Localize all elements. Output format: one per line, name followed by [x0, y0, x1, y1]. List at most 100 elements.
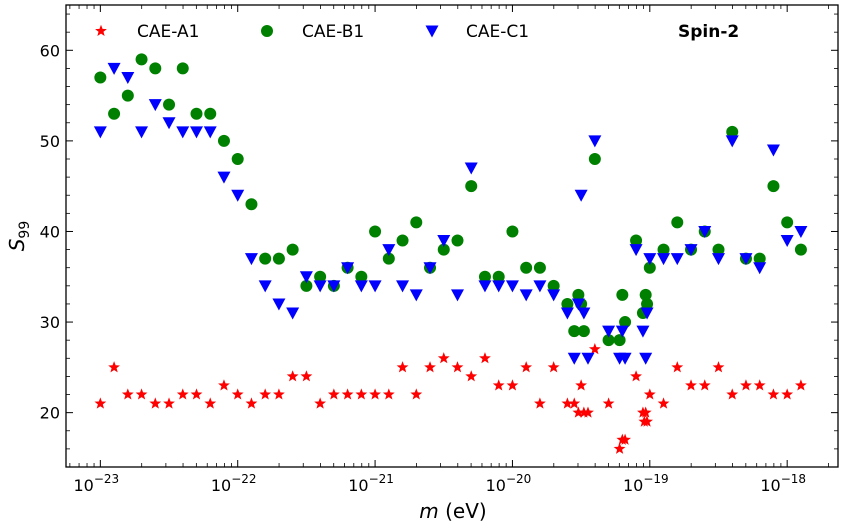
point-b1 [108, 107, 121, 120]
point-c1 [162, 117, 176, 130]
point-b1 [577, 325, 590, 338]
point-c1 [354, 280, 368, 293]
legend-entry-a1: CAE-A1 [137, 22, 199, 42]
point-c1 [639, 352, 653, 365]
point-c1 [684, 244, 698, 257]
point-c1 [574, 189, 588, 202]
point-a1 [286, 370, 299, 382]
point-a1 [561, 397, 574, 409]
point-a1 [767, 388, 780, 400]
point-b1 [300, 279, 313, 292]
point-c1 [636, 325, 650, 338]
point-c1 [670, 253, 684, 266]
point-c1 [492, 280, 506, 293]
point-c1 [396, 280, 410, 293]
point-a1 [582, 406, 594, 418]
point-a1 [273, 388, 285, 400]
x-tick-label: 10−20 [486, 472, 532, 495]
legend-label-b1: CAE-B1 [302, 22, 364, 42]
y-tick-label: 40 [40, 222, 60, 241]
x-tick-exponent: −20 [506, 472, 531, 486]
x-tick-exponent: −23 [94, 472, 119, 486]
point-b1 [272, 252, 285, 265]
y-axis-label: S99 [5, 221, 33, 252]
point-a1 [613, 442, 626, 454]
point-c1 [780, 235, 794, 248]
series-b1 [94, 53, 807, 347]
point-c1 [519, 289, 533, 302]
point-b1 [671, 216, 684, 229]
point-a1 [121, 388, 134, 400]
point-c1 [368, 280, 382, 293]
spin-annotation: Spin-2 [678, 22, 739, 42]
point-c1 [640, 307, 654, 320]
point-a1 [492, 379, 505, 391]
legend-label-c1: CAE-C1 [466, 22, 529, 42]
point-b1 [478, 270, 491, 283]
point-a1 [424, 361, 436, 373]
x-tick-base: 10 [73, 476, 93, 495]
x-tick-exponent: −22 [231, 472, 256, 486]
point-b1 [355, 270, 368, 283]
point-b1 [726, 125, 739, 138]
point-c1 [567, 352, 581, 365]
point-c1 [547, 289, 561, 302]
point-c1 [286, 307, 300, 320]
point-a1 [451, 361, 464, 373]
point-b1 [753, 252, 766, 265]
point-a1 [726, 388, 739, 400]
point-b1 [561, 297, 574, 310]
x-axis-unit: (eV) [439, 499, 487, 523]
x-tick-label: 10−19 [623, 472, 669, 495]
point-c1 [464, 162, 478, 175]
point-c1 [231, 189, 245, 202]
point-b1 [149, 62, 162, 75]
point-b1 [314, 270, 327, 283]
point-b1 [568, 325, 581, 338]
x-tick-base: 10 [348, 476, 368, 495]
point-c1 [135, 126, 149, 139]
point-a1 [437, 352, 450, 364]
point-a1 [685, 379, 697, 391]
point-a1 [231, 388, 244, 400]
x-tick-exponent: −18 [781, 472, 806, 486]
point-a1 [149, 397, 162, 409]
point-b1 [176, 62, 189, 75]
point-a1 [135, 388, 148, 400]
x-axis-symbol: m [419, 499, 438, 523]
point-b1 [135, 53, 148, 66]
point-b1 [492, 270, 505, 283]
point-a1 [314, 397, 327, 409]
point-b1 [616, 288, 629, 301]
point-b1 [588, 153, 601, 165]
point-a1 [94, 397, 107, 409]
point-c1 [313, 280, 327, 293]
point-b1 [641, 297, 654, 310]
point-c1 [766, 144, 780, 157]
point-b1 [767, 180, 780, 193]
point-b1 [231, 153, 244, 165]
point-b1 [259, 252, 272, 265]
point-b1 [794, 243, 807, 256]
point-c1 [189, 126, 203, 139]
x-tick-label: 10−22 [211, 472, 257, 495]
point-c1 [107, 62, 121, 75]
point-c1 [560, 307, 574, 320]
point-b1 [613, 334, 626, 347]
point-b1 [286, 243, 299, 256]
point-a1 [341, 388, 354, 400]
point-a1 [619, 433, 631, 445]
x-axis-label: m (eV) [419, 499, 486, 523]
x-tick-exponent: −21 [369, 472, 394, 486]
point-c1 [478, 280, 492, 293]
x-tick-base: 10 [211, 476, 231, 495]
y-axis-symbol: S [5, 238, 29, 251]
point-a1 [382, 388, 395, 400]
legend-marker-c1 [425, 25, 439, 38]
point-b1 [94, 71, 107, 84]
point-c1 [121, 71, 135, 84]
x-tick-exponent: −19 [643, 472, 668, 486]
point-c1 [409, 289, 423, 302]
point-a1 [396, 361, 409, 373]
